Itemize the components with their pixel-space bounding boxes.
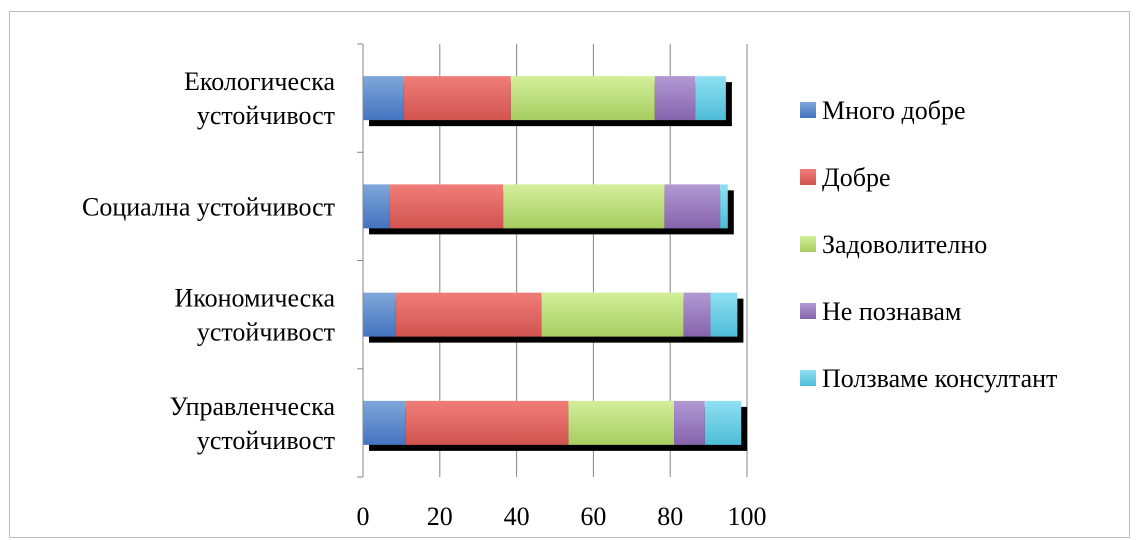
bars (363, 76, 742, 445)
legend-label: Добре (822, 163, 891, 192)
bar-segment (704, 400, 742, 445)
bar-segment (710, 292, 738, 337)
category-label: Икономическа (175, 284, 336, 313)
bar-segment (389, 184, 504, 229)
bar-segment (683, 292, 711, 337)
axes (357, 43, 364, 478)
bar-segment (395, 292, 542, 337)
bar-segment (405, 400, 569, 445)
x-tick-label: 20 (427, 502, 453, 531)
legend-label: Ползваме консултант (822, 364, 1057, 393)
category-label: Социална устойчивост (82, 192, 335, 221)
bar-segment (363, 292, 396, 337)
bar-shadows (369, 82, 748, 451)
category-labels: Управленческа устойчивост Икономическа усто… (82, 67, 335, 455)
x-tick-label: 60 (580, 502, 606, 531)
category-label: устойчивост (197, 318, 335, 347)
legend-label: Задоволително (822, 230, 987, 259)
bar-segment (695, 76, 726, 121)
legend-swatch (800, 303, 816, 319)
bar-segment (568, 400, 675, 445)
bar-segment (363, 400, 406, 445)
x-tick-label: 40 (504, 502, 530, 531)
legend-swatch (800, 169, 816, 185)
bar-segment (674, 400, 705, 445)
legend-swatch (800, 370, 816, 386)
x-tick-label: 0 (357, 502, 370, 531)
legend-label: Много добре (822, 96, 966, 125)
bar-segment (403, 76, 511, 121)
bar-segment (664, 184, 721, 229)
bar-segment (510, 76, 655, 121)
category-label: Екологическа (184, 67, 335, 96)
bar-segment (363, 184, 390, 229)
bar-segment (654, 76, 696, 121)
legend-swatch (800, 102, 816, 118)
category-label: устойчивост (197, 426, 335, 455)
legend-swatch (800, 236, 816, 252)
bar-segment (720, 184, 728, 229)
legend: Много добре Добре Задоволително Не познавам… (800, 96, 1057, 393)
x-tick-label: 80 (657, 502, 683, 531)
category-label: устойчивост (197, 101, 335, 130)
bar-segment (541, 292, 684, 337)
bar-segment (363, 76, 404, 121)
bar-segment (503, 184, 665, 229)
category-label: Управленческа (169, 392, 335, 421)
x-tick-labels: 0 20 40 60 80 100 (357, 502, 767, 531)
x-tick-label: 100 (728, 502, 767, 531)
legend-label: Не познавам (822, 297, 961, 326)
